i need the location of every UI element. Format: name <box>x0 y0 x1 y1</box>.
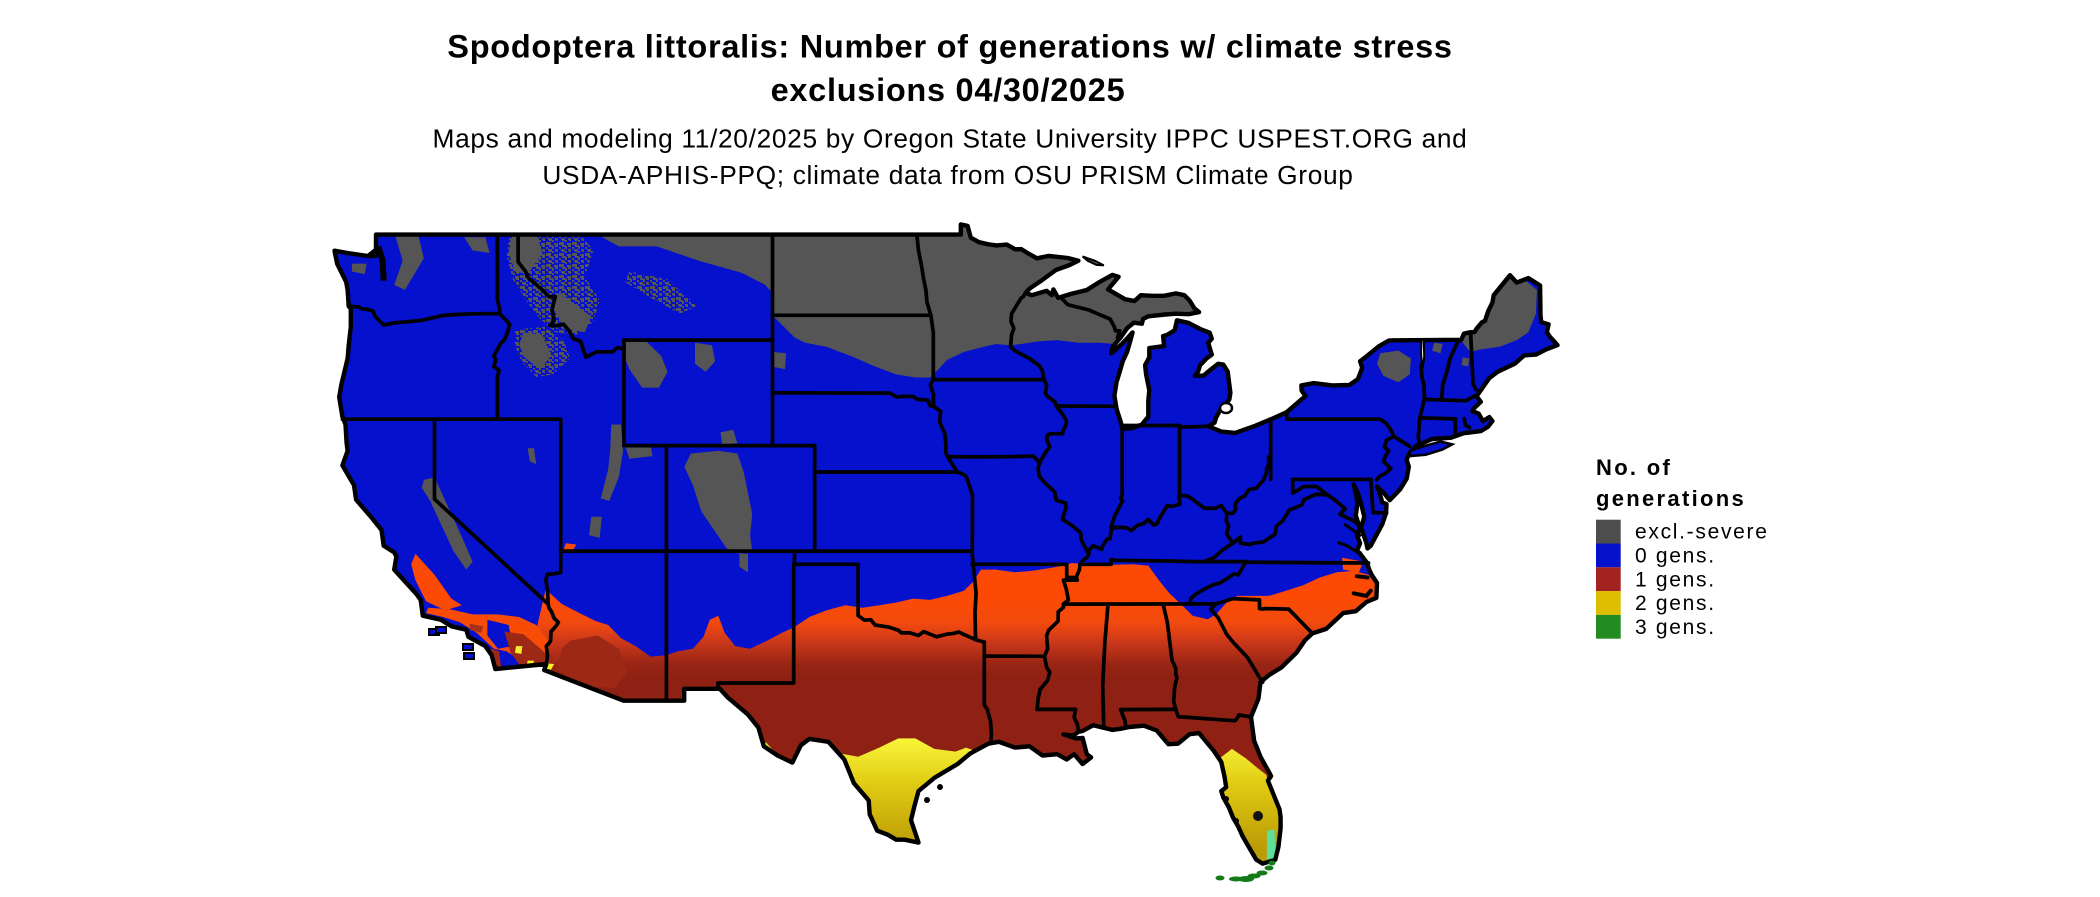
svg-text:No. of: No. of <box>1596 455 1672 480</box>
svg-text:0 gens.: 0 gens. <box>1635 545 1716 568</box>
svg-text:generations: generations <box>1596 486 1746 511</box>
svg-text:2 gens.: 2 gens. <box>1635 592 1716 615</box>
svg-text:3 gens.: 3 gens. <box>1635 616 1716 639</box>
svg-text:exclusions 04/30/2025: exclusions 04/30/2025 <box>771 72 1126 108</box>
svg-text:Spodoptera littoralis: Number: Spodoptera littoralis: Number of generat… <box>447 29 1452 65</box>
svg-text:Maps and modeling 11/20/2025 b: Maps and modeling 11/20/2025 by Oregon S… <box>433 124 1468 154</box>
svg-text:excl.-severe: excl.-severe <box>1635 521 1769 544</box>
svg-text:USDA-APHIS-PPQ; climate data f: USDA-APHIS-PPQ; climate data from OSU PR… <box>542 160 1353 190</box>
svg-text:1 gens.: 1 gens. <box>1635 568 1716 591</box>
